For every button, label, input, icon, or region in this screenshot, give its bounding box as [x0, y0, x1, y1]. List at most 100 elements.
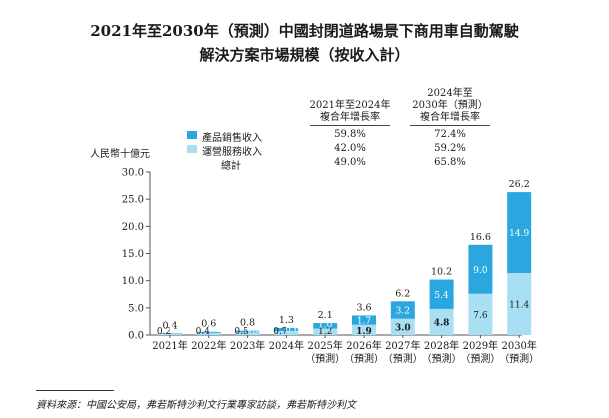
- x-tick-sublabel: （預測）: [422, 352, 462, 365]
- data-label-product: 14.9: [509, 229, 529, 239]
- x-tick-label: 2026年: [346, 339, 381, 352]
- data-label-product: 0.2: [208, 325, 222, 335]
- bar-service: [507, 273, 532, 335]
- data-label-product: 9.0: [473, 266, 488, 276]
- data-label-total: 26.2: [509, 179, 530, 190]
- data-label-total: 2.1: [318, 310, 333, 321]
- bar-product: [274, 327, 299, 332]
- x-tick-label: 2024年: [269, 339, 304, 352]
- data-label-product: 0.6: [285, 325, 300, 335]
- data-label-total: 0.6: [201, 319, 216, 330]
- y-tick-label: 5.0: [128, 303, 144, 314]
- source-divider: [36, 390, 114, 391]
- x-tick-label: 2029年: [463, 339, 498, 352]
- bar-service: [158, 333, 182, 335]
- bar-service: [468, 293, 493, 335]
- legend-swatch-product: [187, 131, 197, 139]
- x-tick-sublabel: （預測）: [383, 352, 423, 365]
- bar-product: [196, 331, 221, 333]
- legend-swatch-service: [187, 145, 197, 153]
- bar-product: [429, 279, 454, 309]
- bar-product: [235, 330, 260, 333]
- data-label-total: 0.8: [240, 318, 255, 329]
- data-label-service: 0.2: [157, 327, 171, 337]
- x-tick-label: 2022年: [191, 339, 226, 352]
- data-label-total: 3.6: [356, 302, 371, 313]
- cagr-header-underline-2: [410, 125, 490, 126]
- data-label-product: 1.7: [357, 317, 372, 327]
- bar-service: [352, 324, 376, 335]
- x-tick-label: 2028年: [424, 339, 459, 352]
- bar-product: [158, 333, 182, 334]
- data-label-total: 10.2: [431, 267, 452, 278]
- data-label-product: 3.2: [396, 307, 410, 317]
- x-tick-sublabel: （預測）: [499, 352, 539, 365]
- y-tick-label: 20.0: [122, 222, 144, 233]
- data-label-total: 16.6: [470, 232, 491, 243]
- data-label-service: 1.2: [318, 327, 332, 337]
- cagr-header-2021-2024-line2: 複合年增長率: [320, 112, 380, 123]
- data-label-service: 11.4: [509, 301, 529, 311]
- chart-title-line1: 2021年至2030年（預測）中國封閉道路場景下商用車自動駕駛: [90, 22, 519, 40]
- data-label-total: 6.2: [395, 288, 410, 299]
- data-label-product: 0.3: [246, 325, 261, 335]
- cagr-total-2021-2024: 49.0%: [334, 157, 366, 168]
- bar-service: [274, 331, 299, 335]
- legend-label-total: 總計: [221, 161, 241, 172]
- cagr-header-2024-2030-line3: 複合年增長率: [420, 112, 480, 123]
- y-tick-label: 30.0: [122, 168, 144, 179]
- chart-title-line2: 解決方案市場規模（按收入計）: [199, 46, 410, 64]
- cagr-service-2021-2024: 42.0%: [334, 143, 366, 154]
- source-note: 資料來源：中國公安局，弗若斯特沙利文行業專家訪談，弗若斯特沙利文: [36, 400, 356, 411]
- bar-product: [507, 192, 532, 274]
- cagr-product-2024-2030: 72.4%: [434, 129, 466, 140]
- x-tick-label: 2025年: [307, 339, 342, 352]
- bar-service: [196, 332, 221, 335]
- data-label-total: 0.4: [162, 320, 177, 331]
- data-label-service: 0.7: [273, 327, 288, 337]
- y-tick-label: 15.0: [122, 249, 144, 260]
- data-label-service: 0.4: [196, 327, 211, 337]
- legend-label-service: 運營服務收入: [202, 147, 262, 158]
- x-tick-sublabel: （預測）: [460, 352, 500, 365]
- x-tick-sublabel: （預測）: [305, 352, 345, 365]
- x-tick-label: 2030年: [501, 339, 536, 352]
- chart-bars: [158, 192, 532, 335]
- bar-product: [313, 323, 338, 329]
- cagr-header-2021-2024: 2021年至2024年 複合年增長率: [300, 100, 400, 124]
- x-tick-sublabel: （預測）: [344, 352, 384, 365]
- bar-service: [429, 308, 454, 335]
- data-label-product: 0.1: [169, 325, 183, 335]
- data-label-service: 3.0: [395, 323, 411, 333]
- data-label-product: 5.4: [434, 291, 449, 301]
- cagr-header-2021-2024-line1: 2021年至2024年: [309, 100, 391, 111]
- data-label-total: 1.3: [279, 315, 294, 326]
- y-tick-label: 25.0: [122, 195, 144, 206]
- cagr-header-2024-2030-line1: 2024年至: [427, 88, 473, 99]
- data-label-service: 0.5: [234, 327, 249, 337]
- data-label-service: 7.6: [473, 311, 488, 321]
- y-axis-unit-label: 人民幣十億元: [90, 149, 150, 160]
- y-tick-label: 10.0: [122, 276, 144, 287]
- data-label-product: 1.0: [318, 320, 333, 330]
- bar-service: [313, 328, 338, 335]
- cagr-header-underline-1: [310, 125, 390, 126]
- bar-product: [390, 301, 415, 319]
- x-tick-label: 2023年: [230, 339, 265, 352]
- bar-product: [352, 315, 376, 325]
- bar-product: [468, 244, 493, 294]
- data-label-service: 4.8: [434, 318, 450, 328]
- x-tick-label: 2021年: [152, 339, 187, 352]
- cagr-header-2024-2030-line2: 2030年（預測）: [412, 100, 488, 111]
- cagr-product-2021-2024: 59.8%: [334, 129, 366, 140]
- legend-label-product: 產品銷售收入: [202, 133, 262, 144]
- chart-labels: 2021年0.40.20.12022年0.60.40.22023年0.80.50…: [152, 179, 539, 365]
- y-tick-label: 0.0: [128, 331, 144, 342]
- bar-service: [390, 318, 415, 335]
- cagr-service-2024-2030: 59.2%: [434, 143, 466, 154]
- x-tick-label: 2027年: [385, 339, 420, 352]
- cagr-header-2024-2030: 2024年至 2030年（預測） 複合年增長率: [400, 88, 500, 124]
- cagr-total-2024-2030: 65.8%: [434, 157, 466, 168]
- bar-service: [235, 332, 260, 335]
